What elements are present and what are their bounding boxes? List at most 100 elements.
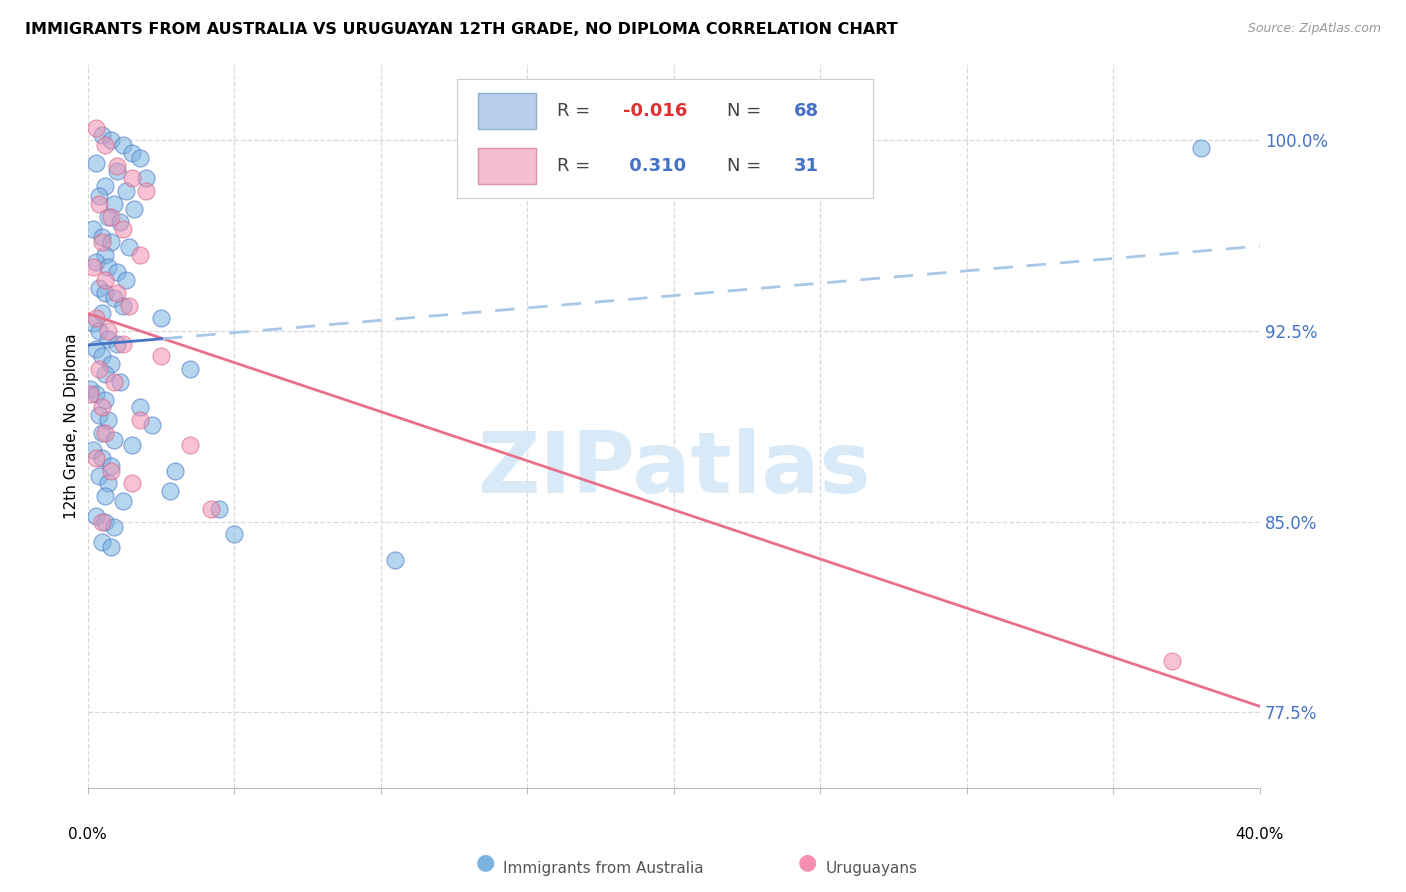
Point xyxy=(94,179,117,194)
Text: 0.0%: 0.0% xyxy=(67,827,107,841)
Point xyxy=(208,501,231,516)
Point xyxy=(94,489,117,503)
Point xyxy=(82,222,104,236)
Point xyxy=(105,285,128,300)
Point xyxy=(149,311,172,326)
Y-axis label: 12th Grade, No Diploma: 12th Grade, No Diploma xyxy=(65,334,79,519)
Point xyxy=(100,235,122,249)
Point xyxy=(179,438,201,452)
Point xyxy=(91,515,114,529)
Point xyxy=(97,332,120,346)
Point xyxy=(129,248,152,262)
Point xyxy=(159,483,181,498)
Text: ZIPatlas: ZIPatlas xyxy=(477,428,870,511)
Point xyxy=(1161,654,1184,668)
Point xyxy=(82,316,104,330)
Point xyxy=(91,450,114,465)
Point xyxy=(94,248,117,262)
Point xyxy=(82,443,104,458)
Point xyxy=(97,476,120,491)
Point xyxy=(97,324,120,338)
Point xyxy=(121,146,143,161)
Text: 40.0%: 40.0% xyxy=(1236,827,1284,841)
Point xyxy=(149,349,172,363)
Point xyxy=(111,222,134,236)
Point xyxy=(97,413,120,427)
Point xyxy=(86,311,108,326)
Text: Uruguayans: Uruguayans xyxy=(825,861,917,876)
Text: ●: ● xyxy=(475,853,495,872)
Point xyxy=(129,413,152,427)
Point xyxy=(91,425,114,440)
Point xyxy=(89,362,111,376)
Text: Source: ZipAtlas.com: Source: ZipAtlas.com xyxy=(1247,22,1381,36)
Point xyxy=(1189,141,1212,155)
Point xyxy=(105,159,128,173)
Point xyxy=(94,515,117,529)
Point xyxy=(117,298,139,312)
Point xyxy=(111,494,134,508)
Point xyxy=(121,476,143,491)
Point xyxy=(108,375,131,389)
Point xyxy=(100,540,122,554)
Point xyxy=(94,425,117,440)
Point xyxy=(121,438,143,452)
Point xyxy=(200,501,222,516)
Text: Immigrants from Australia: Immigrants from Australia xyxy=(503,861,704,876)
Text: ●: ● xyxy=(797,853,817,872)
Point xyxy=(129,400,152,414)
Point xyxy=(105,265,128,279)
Point xyxy=(89,324,111,338)
Point xyxy=(179,362,201,376)
Point xyxy=(103,433,125,447)
Point xyxy=(82,260,104,275)
Point xyxy=(103,291,125,305)
Text: IMMIGRANTS FROM AUSTRALIA VS URUGUAYAN 12TH GRADE, NO DIPLOMA CORRELATION CHART: IMMIGRANTS FROM AUSTRALIA VS URUGUAYAN 1… xyxy=(25,22,898,37)
Point xyxy=(79,387,101,401)
Point xyxy=(100,133,122,147)
Point xyxy=(111,138,134,153)
Point xyxy=(89,468,111,483)
Point xyxy=(94,367,117,381)
Point xyxy=(121,171,143,186)
Point xyxy=(94,273,117,287)
Point xyxy=(91,128,114,143)
Point xyxy=(89,281,111,295)
Point xyxy=(91,306,114,320)
Point xyxy=(135,184,157,198)
Point xyxy=(165,464,187,478)
Point xyxy=(105,336,128,351)
Point xyxy=(124,202,146,216)
Point xyxy=(94,138,117,153)
Point xyxy=(114,184,136,198)
Point xyxy=(129,151,152,165)
Point xyxy=(103,375,125,389)
Point xyxy=(94,285,117,300)
Point xyxy=(141,417,163,432)
Point xyxy=(89,189,111,203)
Point xyxy=(111,336,134,351)
Point xyxy=(105,163,128,178)
Point xyxy=(86,120,108,135)
Point xyxy=(100,458,122,473)
Point xyxy=(103,519,125,533)
Point xyxy=(89,408,111,422)
Point xyxy=(91,235,114,249)
Point xyxy=(91,400,114,414)
Point xyxy=(86,509,108,524)
Point xyxy=(103,197,125,211)
Point xyxy=(91,230,114,244)
Point xyxy=(108,214,131,228)
Point xyxy=(222,527,245,541)
Point xyxy=(86,450,108,465)
Point xyxy=(86,342,108,356)
Point xyxy=(79,383,101,397)
Point xyxy=(100,464,122,478)
Point xyxy=(86,387,108,401)
Point xyxy=(384,552,406,566)
Point xyxy=(97,260,120,275)
Point xyxy=(100,210,122,224)
Point xyxy=(91,534,114,549)
Point xyxy=(89,197,111,211)
Point xyxy=(114,273,136,287)
